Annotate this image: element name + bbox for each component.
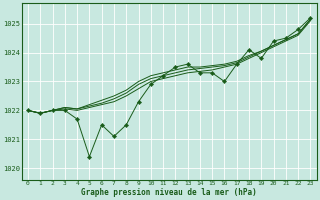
X-axis label: Graphe pression niveau de la mer (hPa): Graphe pression niveau de la mer (hPa): [81, 188, 257, 197]
